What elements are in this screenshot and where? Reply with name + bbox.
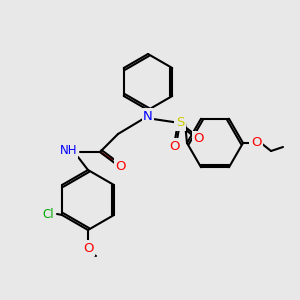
Text: O: O <box>116 160 126 172</box>
Text: Cl: Cl <box>42 208 54 221</box>
Text: O: O <box>170 140 180 152</box>
Text: S: S <box>176 116 184 130</box>
Text: O: O <box>83 242 93 254</box>
Text: O: O <box>194 133 204 146</box>
Text: NH: NH <box>59 145 77 158</box>
Text: N: N <box>143 110 153 122</box>
Text: O: O <box>251 136 261 149</box>
